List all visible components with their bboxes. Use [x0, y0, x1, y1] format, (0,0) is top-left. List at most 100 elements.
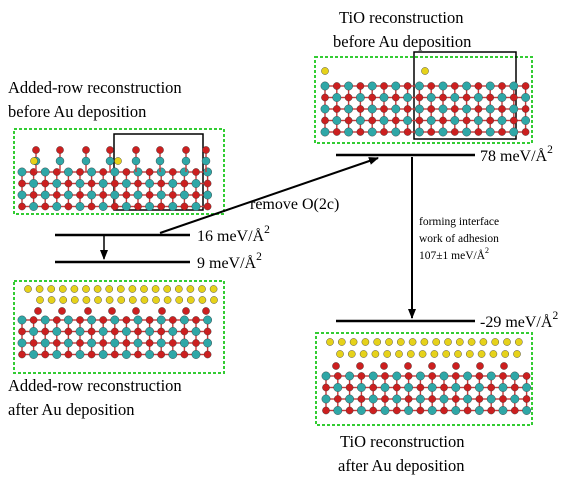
label-tio-after: -29 meV/Å2 [480, 310, 558, 331]
oxygen-atom [202, 146, 210, 154]
titanium-atom [191, 327, 201, 336]
oxygen-atom [344, 116, 353, 125]
oxygen-atom [158, 307, 166, 315]
oxygen-atom [111, 350, 119, 359]
oxygen-atom [500, 362, 508, 370]
oxygen-atom [498, 82, 506, 90]
titanium-atom [427, 383, 437, 392]
titanium-atom [133, 315, 143, 325]
oxygen-atom [41, 350, 50, 359]
gold-atom [209, 285, 218, 293]
gold-atom [477, 350, 486, 358]
titanium-atom [98, 202, 108, 211]
oxygen-atom [134, 179, 142, 188]
oxygen-atom [345, 383, 354, 392]
titanium-atom [473, 93, 483, 102]
titanium-atom [426, 93, 436, 102]
titanium-atom [463, 394, 472, 404]
titanium-atom [498, 406, 508, 415]
oxygen-atom [18, 327, 26, 336]
titanium-atom [98, 327, 108, 336]
gold-atom [198, 296, 207, 304]
oxygen-atom [440, 406, 448, 415]
titanium-atom [486, 394, 496, 404]
titanium-atom [145, 327, 155, 336]
titanium-atom [191, 202, 201, 211]
oxygen-atom [521, 128, 530, 136]
oxygen-atom [356, 105, 365, 113]
gold-atom [408, 338, 417, 346]
oxygen-atom [82, 146, 90, 154]
oxygen-atom [416, 383, 425, 392]
oxygen-atom [428, 372, 437, 380]
caption-ar-before-2: before Au deposition [8, 102, 146, 121]
label-remove-o2c: remove O(2c) [250, 196, 339, 213]
oxygen-atom [134, 202, 142, 211]
titanium-atom [203, 190, 213, 200]
oxygen-atom [87, 179, 96, 188]
oxygen-atom [134, 350, 142, 359]
oxygen-atom [474, 105, 483, 113]
oxygen-atom [439, 116, 447, 125]
oxygen-atom [321, 93, 329, 102]
oxygen-atom [168, 316, 177, 324]
oxygen-atom [58, 307, 66, 315]
oxygen-atom [99, 168, 107, 176]
oxygen-atom [522, 372, 531, 380]
titanium-atom [156, 190, 166, 200]
titanium-atom [17, 315, 27, 325]
oxygen-atom [463, 406, 472, 415]
gold-atom [152, 296, 160, 304]
oxygen-atom [157, 202, 165, 211]
atoms-ar-after [17, 285, 218, 359]
oxygen-atom [499, 395, 507, 403]
titanium-atom [81, 156, 91, 166]
titanium-atom [105, 156, 115, 166]
oxygen-atom [498, 105, 506, 113]
titanium-atom [52, 179, 62, 188]
titanium-atom [29, 327, 38, 336]
oxygen-atom [84, 307, 92, 315]
oxygen-atom [474, 82, 483, 90]
titanium-atom [367, 81, 377, 91]
oxygen-atom [474, 128, 483, 136]
titanium-atom [486, 371, 496, 381]
titanium-atom [450, 116, 460, 125]
gold-atom [47, 285, 56, 293]
oxygen-atom [450, 105, 459, 113]
gold-atom [383, 350, 392, 358]
oxygen-atom [182, 307, 190, 315]
oxygen-atom [122, 339, 131, 347]
titanium-atom [368, 394, 378, 404]
oxygen-atom [392, 406, 401, 415]
titanium-atom [485, 104, 495, 114]
titanium-atom [392, 394, 402, 404]
titanium-atom [391, 104, 401, 114]
titanium-atom [52, 327, 62, 336]
titanium-atom [75, 202, 85, 211]
oxygen-atom [145, 168, 154, 176]
titanium-atom [404, 383, 413, 392]
oxygen-atom [145, 339, 154, 347]
oxygen-atom [332, 105, 341, 113]
oxygen-atom [157, 327, 165, 336]
gold-atom [163, 296, 172, 304]
titanium-atom [391, 127, 401, 137]
panel-frame [314, 56, 533, 144]
oxygen-atom [122, 191, 131, 199]
titanium-atom [156, 338, 166, 348]
gold-atom [515, 338, 523, 346]
titanium-atom [498, 383, 508, 392]
titanium-atom [64, 190, 73, 200]
oxygen-atom [404, 372, 413, 380]
titanium-atom [168, 202, 178, 211]
panel-frame [13, 280, 225, 374]
titanium-atom [404, 406, 413, 415]
oxygen-atom [522, 395, 531, 403]
oxygen-atom [380, 128, 388, 136]
gold-atom [47, 296, 56, 304]
titanium-atom [17, 190, 27, 200]
gold-atom [151, 285, 160, 293]
titanium-atom [17, 338, 27, 348]
